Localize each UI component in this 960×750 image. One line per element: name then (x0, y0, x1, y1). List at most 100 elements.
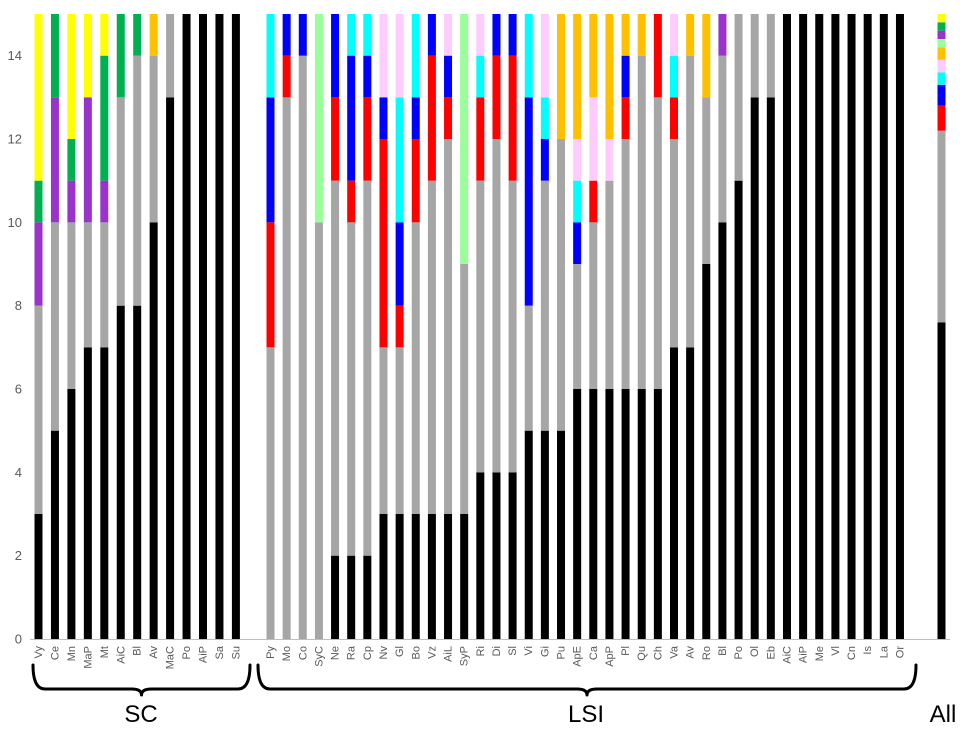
bar-segment (444, 97, 453, 139)
bar-segment (524, 305, 533, 431)
bar-stack (116, 14, 125, 639)
bar-segment (766, 14, 775, 98)
bar-segment (182, 14, 191, 639)
bar-stack (621, 14, 630, 639)
bar-segment (411, 222, 420, 514)
x-category-label: Mn (66, 646, 78, 661)
bar-segment (67, 139, 76, 181)
bar-segment (815, 14, 824, 639)
bar-segment (34, 222, 43, 306)
bar-segment (460, 264, 469, 514)
group-label: All (930, 701, 957, 728)
bar-segment (83, 97, 92, 223)
bar-stack (215, 14, 224, 639)
bar-segment (347, 555, 356, 639)
x-category-label: Vz (426, 646, 438, 659)
bar-segment (363, 180, 372, 556)
x-category-label: Vy (33, 646, 45, 659)
bar-segment (831, 14, 840, 639)
bar-segment (116, 14, 125, 98)
bar-segment (444, 14, 453, 56)
x-category-label: Gl (394, 646, 406, 657)
x-category-label: Po (181, 646, 193, 659)
bar-segment (937, 72, 946, 85)
bar-segment (427, 180, 436, 515)
x-category-label: Sa (214, 645, 226, 659)
bar-stack (395, 14, 404, 639)
x-category-label: ApE (572, 646, 584, 667)
bar-segment (395, 14, 404, 98)
bar-segment (718, 14, 727, 56)
bar-stack (863, 14, 872, 639)
bar-segment (133, 14, 142, 56)
bar-segment (444, 514, 453, 639)
bar-stack (34, 14, 43, 639)
x-category-label: Me (814, 646, 826, 661)
x-category-label: Mt (99, 646, 111, 658)
bar-stack (100, 14, 109, 639)
bar-segment (266, 14, 275, 98)
bar-segment (605, 389, 614, 639)
bar-segment (476, 472, 485, 639)
bar-segment (282, 97, 291, 639)
bar-segment (67, 222, 76, 389)
bar-segment (879, 14, 888, 639)
y-tick-label: 2 (15, 548, 22, 563)
x-category-label: Ri (475, 646, 487, 656)
bar-segment (540, 14, 549, 98)
bar-segment (34, 14, 43, 181)
bar-segment (734, 14, 743, 181)
y-tick-label: 0 (15, 632, 22, 647)
bar-stack (589, 14, 598, 639)
bar-stack (557, 14, 566, 639)
bar-stack (573, 14, 582, 639)
bar-segment (508, 55, 517, 181)
bar-segment (589, 14, 598, 98)
bar-segment (863, 14, 872, 639)
bar-stack (50, 14, 59, 639)
bar-stack (750, 14, 759, 639)
x-category-label: Po (733, 646, 745, 659)
x-category-label: Vi (523, 646, 535, 656)
bar-segment (67, 180, 76, 223)
bar-segment (734, 180, 743, 640)
x-axis-labels: Vy Ce Mn MaP Mt AiC Bl Av MaC Po AiP Sa Su Py Mo Co SyC N… (33, 645, 906, 669)
bar-stack (363, 14, 372, 639)
group-label: LSI (568, 701, 604, 728)
x-category-label: Ca (588, 645, 600, 660)
x-category-label: AiP (798, 646, 810, 663)
bar-segment (937, 84, 946, 106)
y-tick-label: 8 (15, 298, 22, 313)
bar-segment (718, 222, 727, 639)
bar-segment (937, 105, 946, 131)
bar-segment (100, 14, 109, 56)
x-category-label: Bl (717, 646, 729, 656)
bar-segment (605, 180, 614, 389)
x-category-label: Av (148, 646, 160, 659)
bar-segment (411, 514, 420, 639)
bar-segment (347, 55, 356, 181)
x-category-label: Mo (281, 646, 293, 661)
bar-segment (395, 222, 404, 306)
x-category-label: Sl (507, 646, 519, 656)
bar-segment (116, 97, 125, 306)
bar-segment (589, 389, 598, 639)
bar-segment (50, 14, 59, 98)
bar-segment (508, 14, 517, 56)
y-tick-label: 10 (8, 215, 22, 230)
bar-segment (282, 55, 291, 98)
bar-segment (427, 14, 436, 56)
bar-stack (782, 14, 791, 639)
x-category-label: Py (265, 646, 277, 659)
bar-segment (605, 14, 614, 139)
bar-stack (182, 14, 191, 639)
bar-segment (540, 430, 549, 639)
group-bracket (256, 663, 918, 697)
bar-segment (557, 139, 566, 431)
bar-segment (34, 180, 43, 223)
bar-segment (492, 55, 501, 139)
bar-stack (815, 14, 824, 639)
bar-segment (540, 139, 549, 181)
bar-segment (702, 264, 711, 639)
bar-segment (149, 14, 158, 56)
